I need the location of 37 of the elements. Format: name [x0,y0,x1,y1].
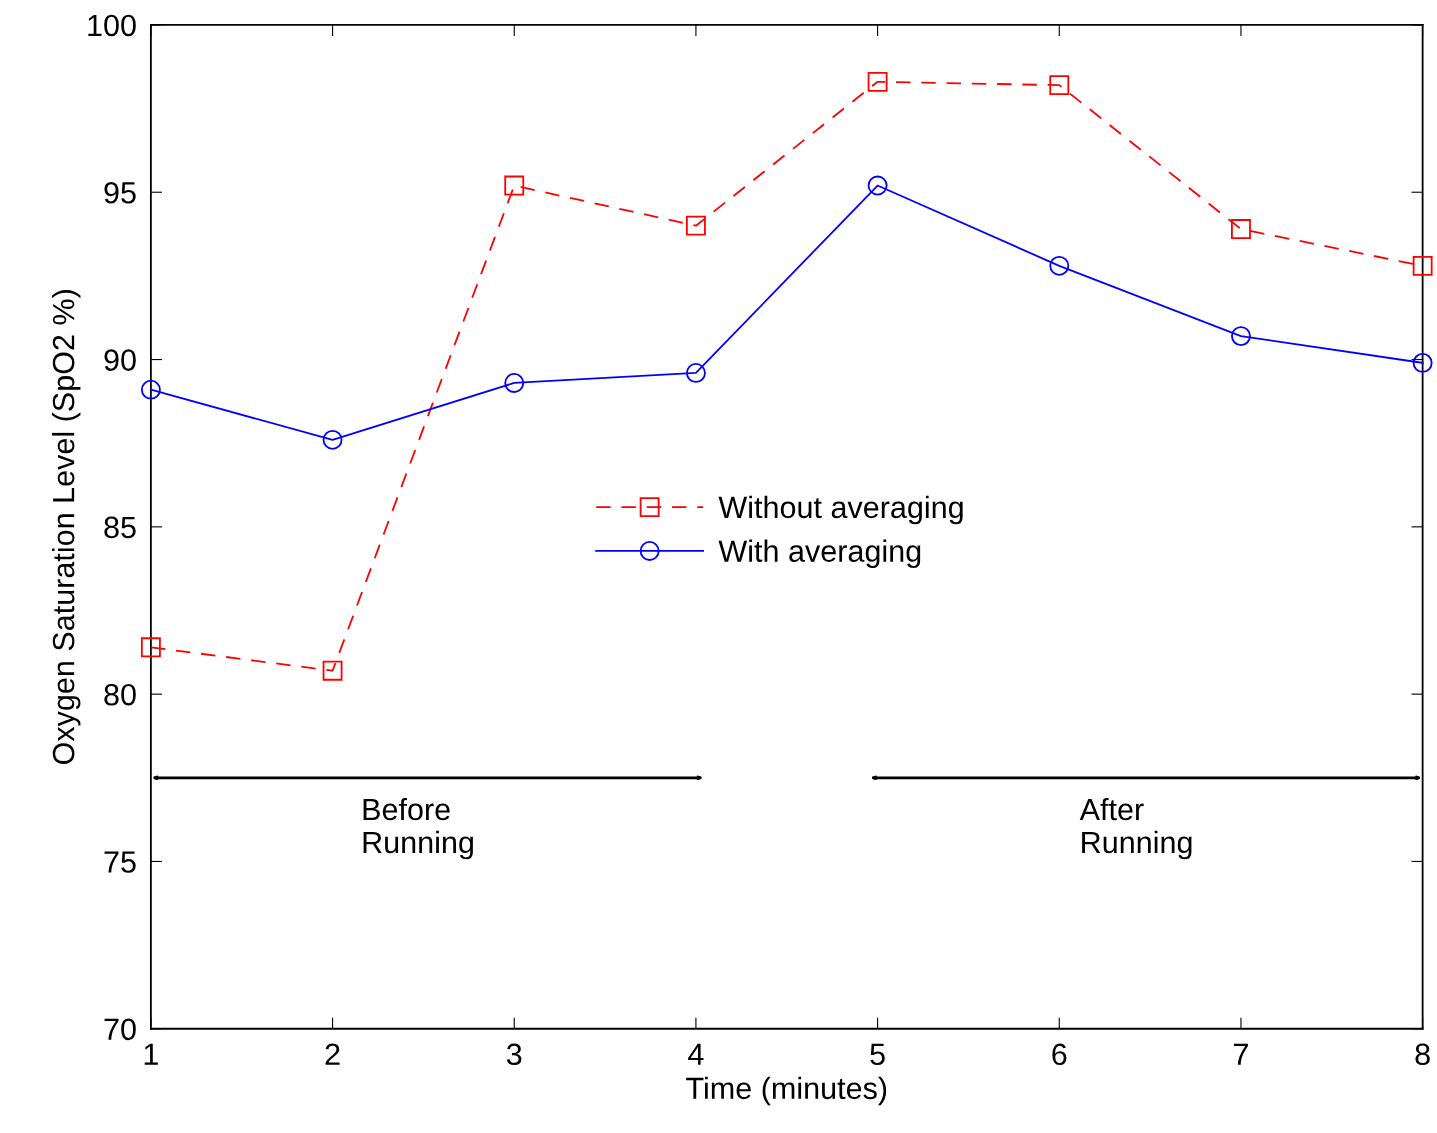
point [322,429,343,450]
legend-label: With averaging [718,539,921,568]
point [1049,75,1070,96]
y-tick-label: 90 [104,349,136,371]
x-tick-label: 1 [144,1043,158,1065]
y-tick-label: 75 [104,851,136,873]
x-axis-title: Time (minutes) [686,1076,887,1106]
point [504,373,525,393]
point [685,215,706,236]
x-tick-label: 8 [1415,1043,1430,1066]
point [322,660,343,681]
annotation: After Running [1079,797,1192,860]
point [140,637,161,658]
x-tick-label: 4 [688,1043,704,1065]
point [1049,255,1070,276]
point [1412,255,1433,276]
y-tick-label: 100 [88,14,136,37]
x-tick-label: 5 [870,1043,885,1066]
x-tick-label: 3 [506,1043,522,1066]
point [867,71,888,92]
x-tick-label: 2 [325,1043,340,1065]
y-axis-title: Oxygen Saturation Level (SpO2 %) [51,290,81,765]
point [1231,326,1251,347]
x-tick-label: 7 [1234,1043,1248,1065]
y-tick-label: 80 [104,683,136,706]
point [685,362,706,383]
point [1412,352,1433,373]
y-tick-label: 95 [104,181,136,204]
y-tick-label: 70 [104,1018,136,1041]
point [504,175,525,196]
legend-label: Without averaging [718,495,963,525]
point [1231,219,1251,239]
point [140,379,161,400]
annotation: Before Running [363,797,473,860]
x-tick-label: 6 [1052,1043,1067,1066]
y-tick-label: 85 [104,516,136,539]
point [867,175,888,196]
